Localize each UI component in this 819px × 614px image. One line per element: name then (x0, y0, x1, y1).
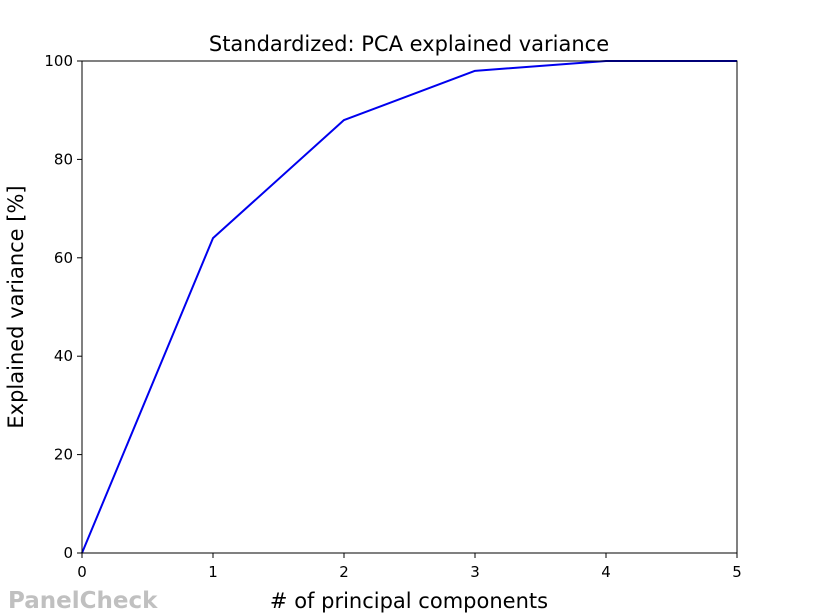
y-tick-label: 0 (63, 544, 73, 562)
axes: 0 1 2 3 4 5 0 20 40 60 80 100 (44, 52, 741, 581)
y-tick-label: 100 (44, 52, 73, 70)
x-axis-title: # of principal components (270, 589, 548, 613)
x-tick-label: 1 (208, 563, 218, 581)
x-tick-label: 5 (732, 563, 742, 581)
panelcheck-watermark: PanelCheck (8, 588, 158, 614)
y-tick-label: 40 (54, 347, 73, 365)
series-layer (81, 60, 737, 554)
chart-title: Standardized: PCA explained variance (209, 32, 609, 56)
series-line (81, 60, 737, 554)
y-tick-label: 60 (54, 249, 73, 267)
x-tick-label: 2 (339, 563, 349, 581)
x-tick-label: 4 (601, 563, 611, 581)
plot-frame (81, 60, 738, 554)
x-tick-label: 0 (77, 563, 87, 581)
y-axis-title: Explained variance [%] (4, 185, 28, 428)
y-tick-label: 80 (54, 150, 73, 168)
x-tick-label: 3 (470, 563, 480, 581)
y-tick-label: 20 (54, 446, 73, 464)
